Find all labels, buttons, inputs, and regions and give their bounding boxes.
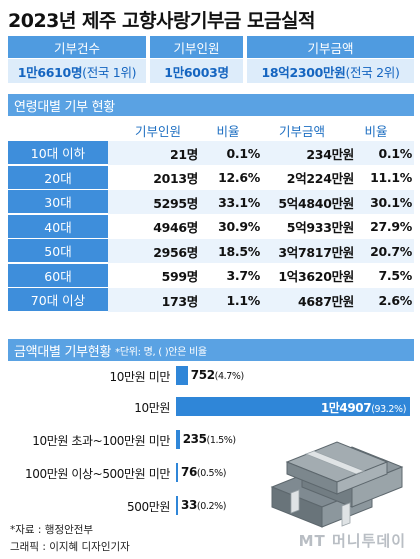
bar-pct: (0.5%) (196, 468, 227, 479)
cell-people: 21명 (170, 146, 198, 162)
summary-label-people: 기부인원 (150, 36, 243, 58)
summary-value-people: 1만6003명 (150, 59, 243, 83)
col-head-amount-ratio: 비율 (364, 124, 388, 139)
brand-logo: MT 머니투데이 (298, 532, 406, 550)
table-row: 10대 이하 21명 0.1% 234만원 0.1% (8, 141, 414, 165)
summary-value-amount: 18억2300만원 (전국 2위) (247, 59, 414, 83)
bar-value-label: 752(4.7%) (191, 368, 244, 382)
cell-amount: 5억4840만원 (278, 195, 354, 211)
cell-amount-ratio: 30.1% (370, 194, 412, 210)
bar (176, 397, 410, 416)
cell-amount: 234만원 (306, 146, 354, 162)
cell-people-ratio: 12.6% (218, 170, 260, 185)
cell-people-ratio: 0.1% (226, 145, 261, 161)
bar-value: 33 (181, 498, 197, 512)
table-row: 60대 599명 3.7% 1억3620만원 7.5% (8, 263, 414, 288)
cell-people-ratio: 18.5% (218, 243, 260, 259)
bar-category-label: 10만원 (134, 401, 170, 415)
bar-pct: (0.2%) (196, 501, 227, 512)
cell-people-ratio: 3.7% (226, 268, 261, 283)
cell-people-ratio: 1.1% (226, 292, 261, 308)
bar-value: 752 (190, 368, 215, 382)
amount-section-header: 금액대별 기부현황 *단위: 명, ( )안은 비율 (8, 339, 414, 361)
cell-people: 2956명 (153, 244, 198, 260)
summary-label-amount: 기부금액 (247, 36, 414, 58)
cell-people: 599명 (161, 269, 199, 284)
summary-value-count: 1만6610명 (전국 1위) (8, 59, 146, 83)
cell-people: 4946명 (153, 220, 198, 235)
cell-amount: 2억224만원 (286, 171, 355, 186)
cell-amount-ratio: 27.9% (370, 219, 412, 234)
row-label: 70대 이상 (8, 288, 108, 312)
bar-category-label: 10만원 미만 (109, 370, 171, 384)
bar-value: 235 (182, 432, 207, 446)
row-label: 30대 (8, 190, 108, 214)
col-head-people-ratio: 비율 (216, 124, 240, 139)
summary-label-count: 기부건수 (8, 36, 146, 58)
cell-amount-ratio: 7.5% (378, 268, 413, 283)
cell-people: 173명 (161, 293, 199, 309)
cell-amount-ratio: 0.1% (378, 145, 413, 161)
table-row: 20대 2013명 12.6% 2억224만원 11.1% (8, 165, 414, 190)
amount-section-title: 금액대별 기부현황 (14, 344, 112, 360)
table-row: 50대 2956명 18.5% 3억7817만원 20.7% (8, 239, 414, 263)
table-row: 70대 이상 173명 1.1% 4687만원 2.6% (8, 288, 414, 312)
cell-amount: 1억3620만원 (278, 269, 354, 284)
bar-value-label: 33(0.2%) (181, 498, 226, 512)
bar-pct: (93.2%) (371, 404, 406, 415)
bar-category-label: 100만원 이상~500만원 미만 (24, 467, 170, 481)
summary-count-value: 1만6610명 (17, 64, 83, 80)
row-label: 10대 이하 (8, 141, 108, 165)
summary-amount-note: (전국 2위) (345, 64, 400, 80)
cell-amount-ratio: 20.7% (370, 243, 412, 259)
summary-amount-value: 18억2300만원 (261, 64, 346, 80)
bar-category-label: 500만원 (127, 500, 170, 514)
source-note: *자료 : 행정안전부 (10, 524, 94, 536)
col-head-amount: 기부금액 (278, 124, 325, 139)
bar-value: 76 (181, 465, 197, 479)
summary-count-note: (전국 1위) (82, 64, 137, 80)
bar (176, 366, 188, 385)
bar-pct: (1.5%) (206, 435, 237, 446)
cell-people: 2013명 (153, 171, 198, 186)
age-section-title: 연령대별 기부 현황 (8, 94, 414, 116)
cell-amount: 3억7817만원 (278, 244, 354, 260)
row-label: 20대 (8, 165, 108, 190)
cell-people-ratio: 33.1% (218, 194, 260, 210)
bar-pct: (4.7%) (214, 371, 245, 382)
row-label: 50대 (8, 239, 108, 263)
bar-category-label: 10만원 초과~100만원 미만 (32, 434, 170, 448)
bar (176, 496, 178, 515)
amount-unit-note: *단위: 명, ( )안은 비율 (115, 346, 207, 358)
col-head-people: 기부인원 (134, 124, 181, 139)
bar (176, 430, 180, 449)
row-label: 40대 (8, 214, 108, 239)
money-stack-icon (270, 441, 404, 528)
credit-note: 그래픽 : 이지혜 디자인기자 (10, 541, 130, 553)
bar (176, 463, 178, 482)
table-row: 40대 4946명 30.9% 5억933만원 27.9% (8, 214, 414, 239)
bar-value: 1만4907 (320, 401, 372, 415)
bar-value-label: 235(1.5%) (183, 432, 236, 446)
bar-value-label: 1만4907(93.2%) (176, 399, 407, 416)
summary-people-value: 1만6003명 (164, 64, 229, 80)
cell-amount-ratio: 2.6% (378, 292, 413, 308)
cell-amount-ratio: 11.1% (370, 170, 412, 185)
table-row: 30대 5295명 33.1% 5억4840만원 30.1% (8, 190, 414, 214)
row-label: 60대 (8, 263, 108, 288)
cell-amount: 4687만원 (298, 293, 354, 309)
cell-people: 5295명 (153, 195, 198, 211)
cell-people-ratio: 30.9% (218, 219, 260, 234)
cell-amount: 5억933만원 (286, 220, 355, 235)
page-title: 2023년 제주 고향사랑기부금 모금실적 (8, 10, 315, 32)
bar-value-label: 76(0.5%) (181, 465, 226, 479)
